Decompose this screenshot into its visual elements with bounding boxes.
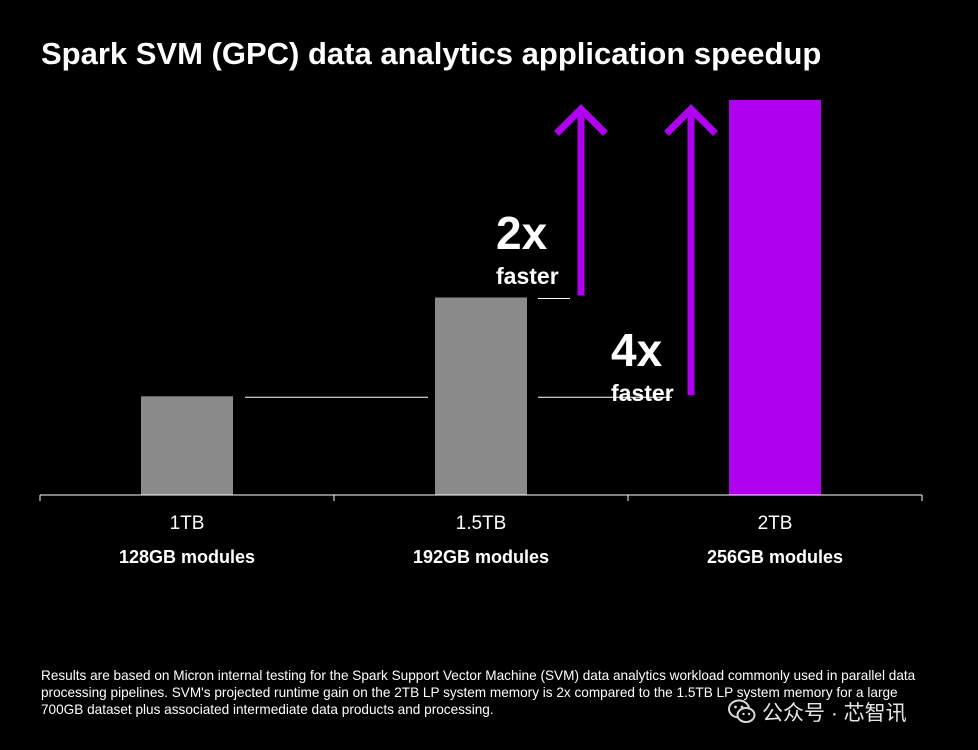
- watermark: 公众号 · 芯智讯: [728, 697, 907, 727]
- chart-title: Spark SVM (GPC) data analytics applicati…: [41, 36, 822, 71]
- watermark-text: 公众号 · 芯智讯: [762, 702, 907, 725]
- x-tick-label: 1TB: [170, 513, 205, 534]
- x-sublabel: 128GB modules: [119, 547, 255, 567]
- footnote: Results are based on Micron internal tes…: [41, 668, 916, 717]
- x-tick-label: 2TB: [758, 513, 793, 534]
- speedup-label: faster: [611, 380, 674, 406]
- bar-1tb: [141, 396, 233, 496]
- bar-1-5tb: [435, 297, 527, 495]
- bar-2tb: [729, 100, 821, 495]
- speedup-label: faster: [496, 263, 559, 289]
- x-sublabel: 192GB modules: [413, 547, 549, 567]
- wechat-icon: [728, 699, 756, 723]
- speedup-factor: 2x: [496, 207, 548, 259]
- speedup-factor: 4x: [611, 324, 663, 376]
- speedup-arrow-head: [554, 104, 608, 136]
- x-sublabel: 256GB modules: [707, 547, 843, 567]
- speedup-arrow-head: [664, 104, 718, 136]
- bar-chart: 1TB 128GB modules 1.5TB 192GB modules 2TB 256…: [39, 100, 923, 567]
- x-tick-label: 1.5TB: [456, 513, 507, 534]
